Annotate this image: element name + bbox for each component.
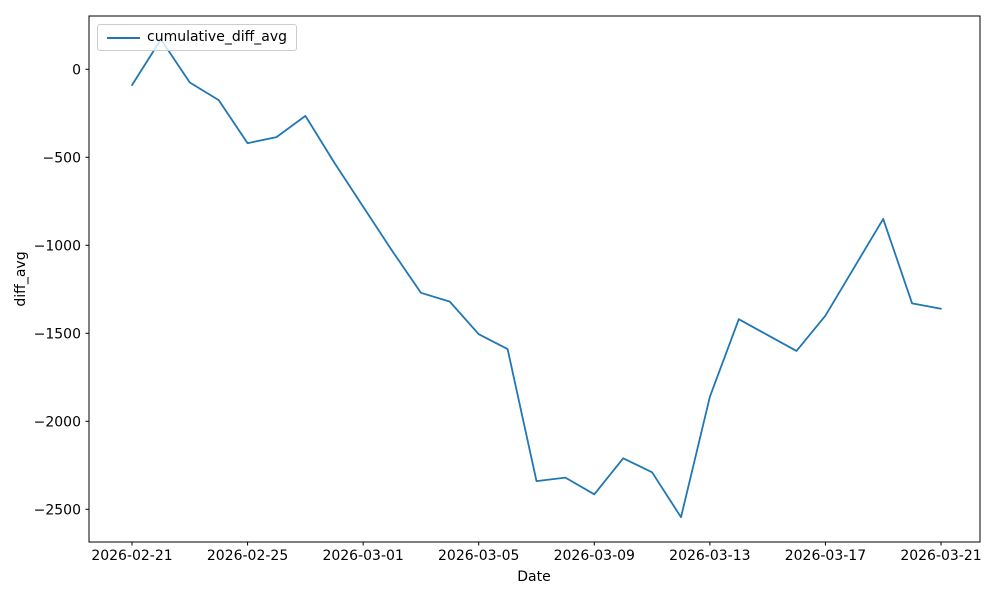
plot-border	[88, 15, 981, 543]
x-tick-label: 2026-02-25	[207, 548, 288, 564]
x-axis-label: Date	[517, 569, 551, 585]
legend-label: cumulative_diff_avg	[147, 29, 287, 45]
x-tick-label: 2026-03-21	[900, 548, 981, 564]
x-tick-label: 2026-03-09	[554, 548, 635, 564]
y-tick-label: 0	[72, 62, 81, 78]
y-tick-label: −2000	[34, 414, 81, 430]
x-tick-label: 2026-02-21	[91, 548, 172, 564]
legend: cumulative_diff_avg	[97, 24, 297, 51]
y-tick-label: −500	[43, 150, 81, 166]
x-tick-label: 2026-03-17	[785, 548, 866, 564]
y-tick-label: −1500	[34, 326, 81, 342]
y-tick-label: −2500	[34, 502, 81, 518]
y-axis-label: diff_avg	[13, 251, 29, 307]
x-tick-label: 2026-03-05	[438, 548, 519, 564]
x-tick-label: 2026-03-01	[322, 548, 403, 564]
legend-line-sample-icon	[107, 36, 140, 39]
y-tick-label: −1000	[34, 238, 81, 254]
x-tick-label: 2026-03-13	[669, 548, 750, 564]
data-line	[131, 38, 942, 519]
